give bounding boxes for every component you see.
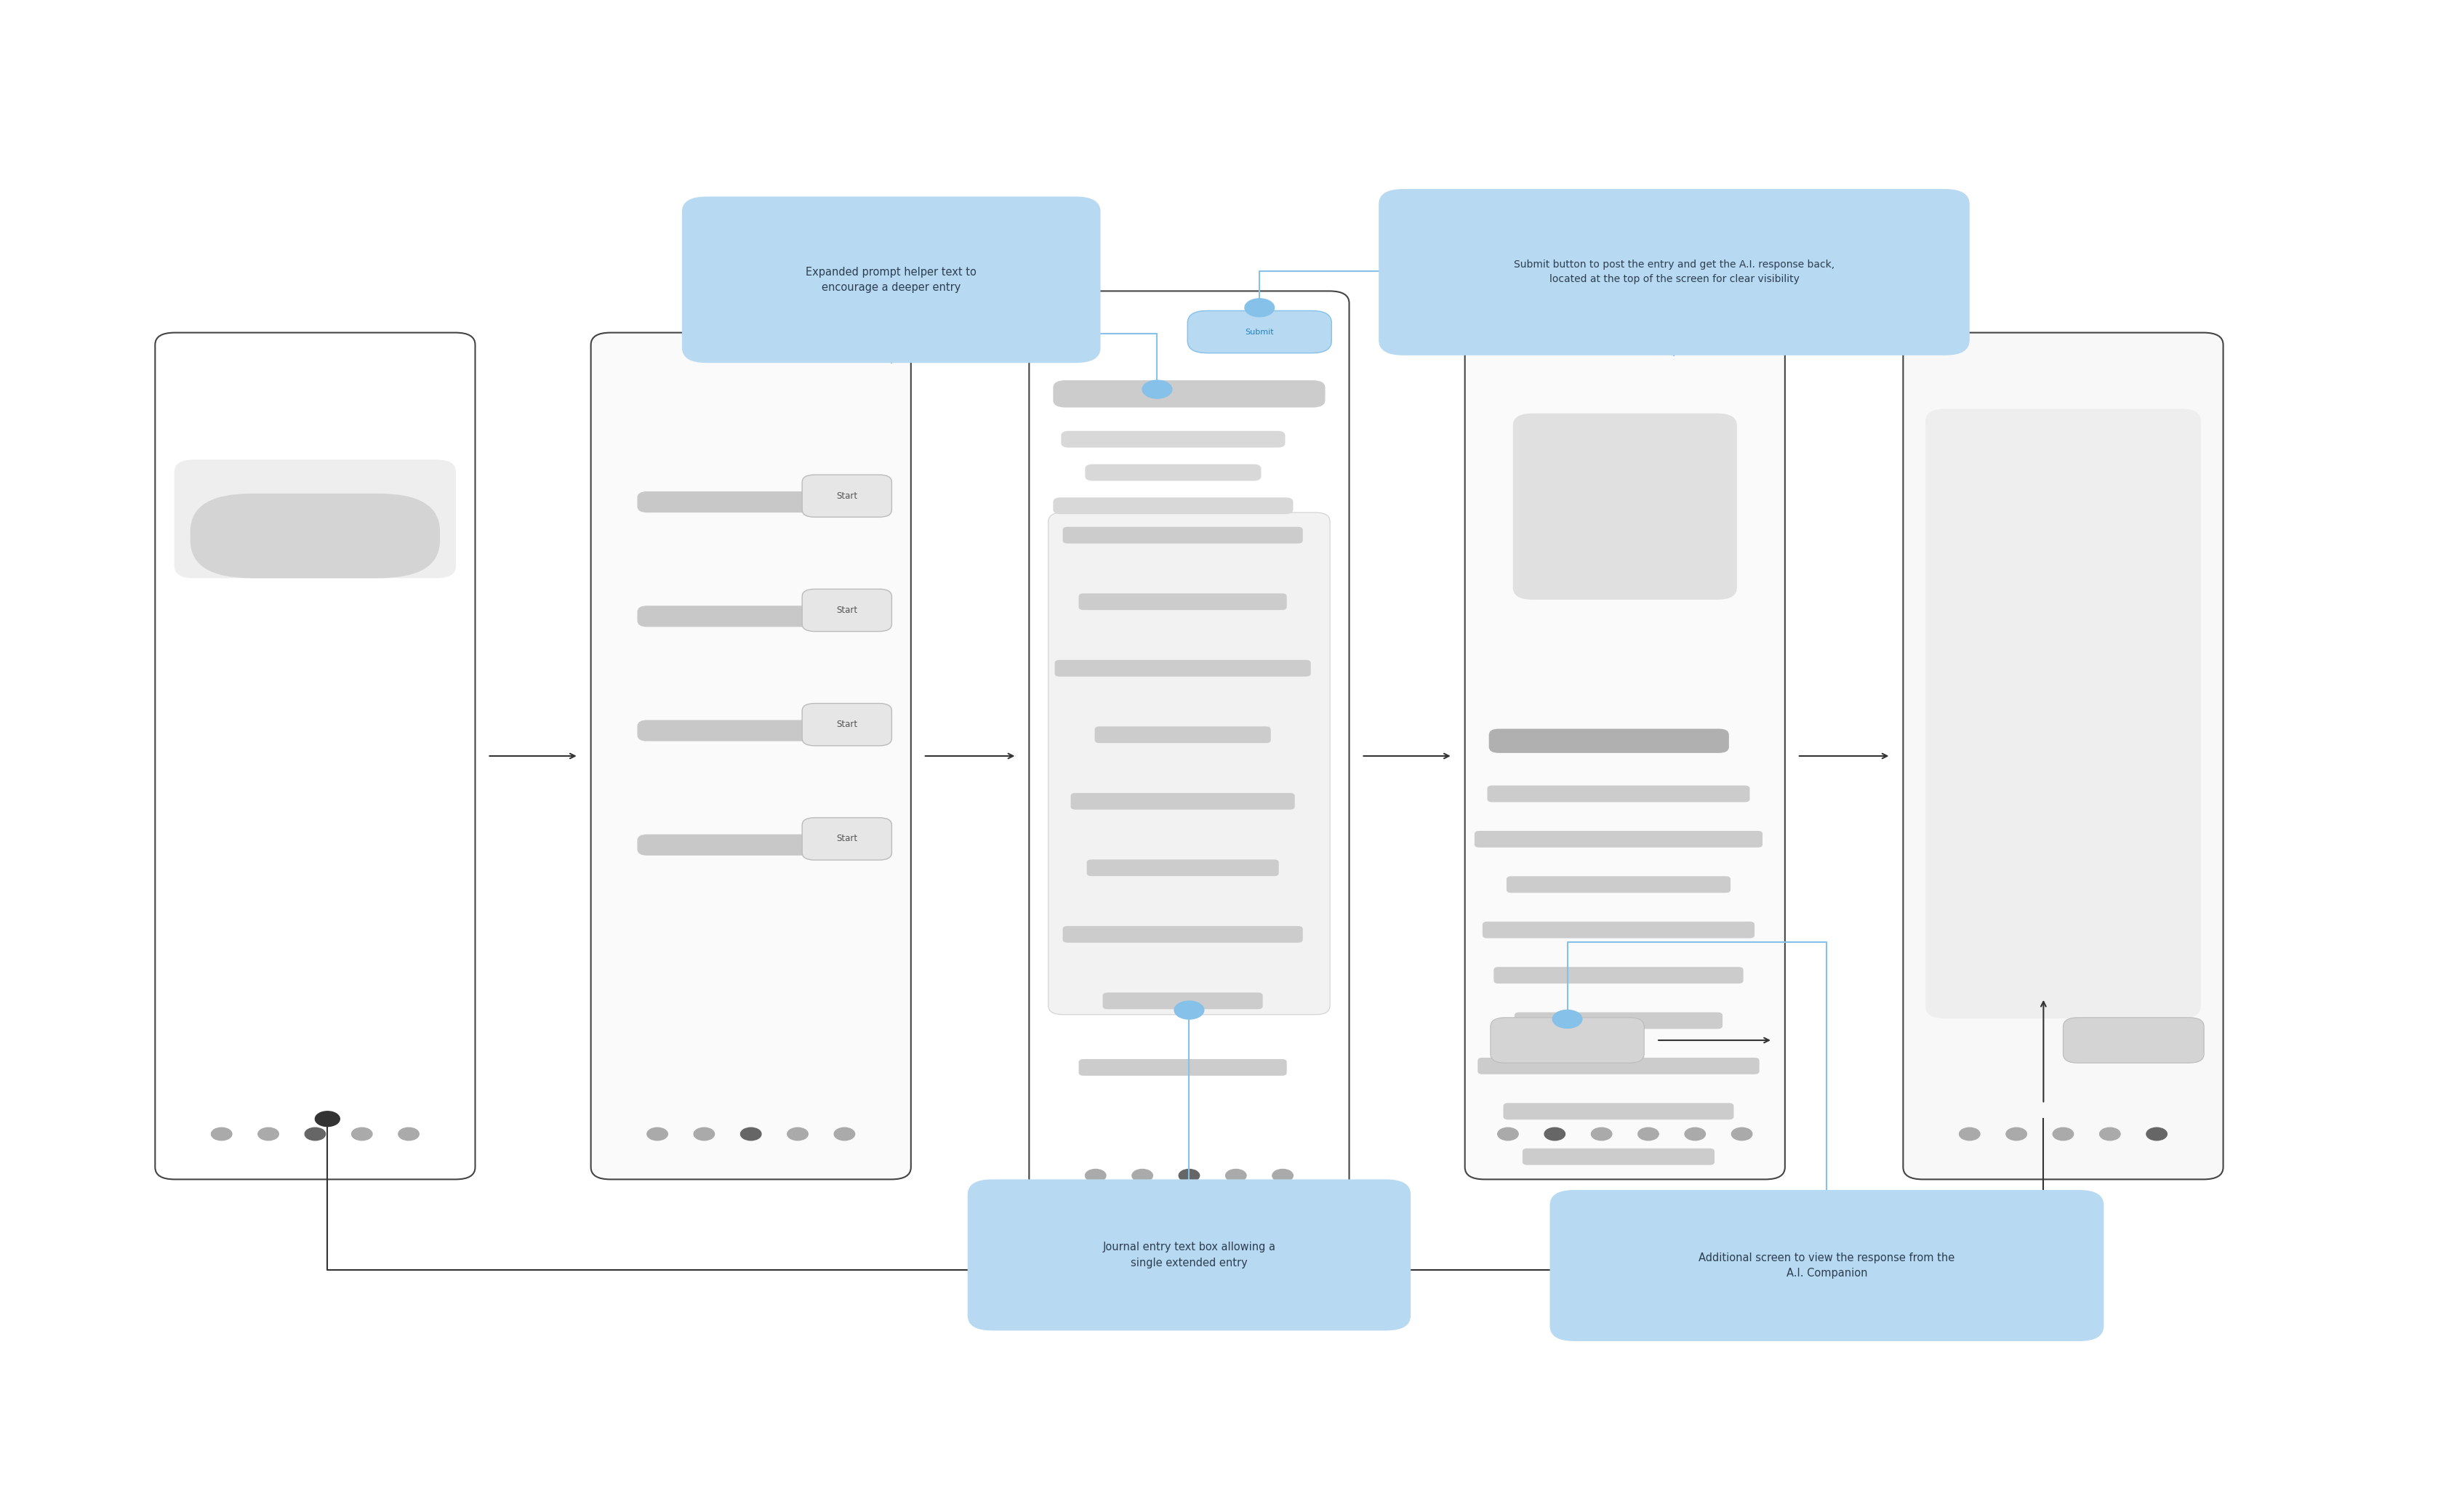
Text: Start: Start bbox=[837, 605, 857, 615]
Circle shape bbox=[1246, 298, 1275, 318]
Circle shape bbox=[1174, 1001, 1204, 1019]
FancyBboxPatch shape bbox=[1490, 1018, 1645, 1063]
FancyBboxPatch shape bbox=[638, 606, 812, 627]
FancyBboxPatch shape bbox=[1494, 968, 1743, 983]
FancyBboxPatch shape bbox=[638, 491, 812, 513]
Circle shape bbox=[694, 1128, 714, 1140]
FancyBboxPatch shape bbox=[1078, 593, 1288, 609]
FancyBboxPatch shape bbox=[175, 460, 455, 578]
Circle shape bbox=[1960, 1128, 1979, 1140]
FancyBboxPatch shape bbox=[803, 703, 891, 745]
Circle shape bbox=[1554, 1010, 1583, 1028]
FancyBboxPatch shape bbox=[1078, 1058, 1288, 1075]
FancyBboxPatch shape bbox=[1086, 464, 1261, 481]
FancyBboxPatch shape bbox=[1482, 921, 1755, 937]
FancyBboxPatch shape bbox=[155, 333, 475, 1179]
FancyBboxPatch shape bbox=[968, 1179, 1411, 1331]
FancyBboxPatch shape bbox=[803, 475, 891, 517]
FancyBboxPatch shape bbox=[1187, 311, 1332, 354]
FancyBboxPatch shape bbox=[1103, 992, 1263, 1009]
FancyBboxPatch shape bbox=[1071, 792, 1295, 809]
FancyBboxPatch shape bbox=[1512, 413, 1736, 600]
FancyBboxPatch shape bbox=[1487, 786, 1750, 801]
Circle shape bbox=[2100, 1128, 2120, 1140]
Circle shape bbox=[1179, 1169, 1199, 1182]
Circle shape bbox=[1142, 380, 1172, 398]
Circle shape bbox=[259, 1128, 278, 1140]
FancyBboxPatch shape bbox=[1504, 1104, 1733, 1119]
Circle shape bbox=[1590, 1128, 1613, 1140]
FancyBboxPatch shape bbox=[1086, 859, 1278, 875]
Circle shape bbox=[2147, 1128, 2167, 1140]
Circle shape bbox=[788, 1128, 808, 1140]
FancyBboxPatch shape bbox=[1064, 526, 1302, 543]
FancyBboxPatch shape bbox=[1064, 925, 1302, 942]
FancyBboxPatch shape bbox=[1054, 380, 1325, 407]
Circle shape bbox=[835, 1128, 854, 1140]
Circle shape bbox=[1273, 1169, 1293, 1182]
Text: Start: Start bbox=[837, 720, 857, 729]
FancyBboxPatch shape bbox=[638, 835, 812, 856]
Text: Additional screen to view the response from the
A.I. Companion: Additional screen to view the response f… bbox=[1699, 1252, 1955, 1279]
Circle shape bbox=[352, 1128, 372, 1140]
FancyBboxPatch shape bbox=[1925, 408, 2201, 1019]
Circle shape bbox=[1226, 1169, 1246, 1182]
FancyBboxPatch shape bbox=[1465, 333, 1785, 1179]
FancyBboxPatch shape bbox=[682, 197, 1101, 363]
FancyBboxPatch shape bbox=[1054, 659, 1310, 676]
FancyBboxPatch shape bbox=[1054, 497, 1293, 514]
Text: Journal entry text box allowing a
single extended entry: Journal entry text box allowing a single… bbox=[1103, 1241, 1275, 1269]
Text: Start: Start bbox=[837, 835, 857, 844]
FancyBboxPatch shape bbox=[1061, 431, 1285, 448]
Circle shape bbox=[1731, 1128, 1753, 1140]
FancyBboxPatch shape bbox=[1514, 1013, 1723, 1028]
Text: Submit: Submit bbox=[1246, 328, 1273, 336]
Text: ←: ← bbox=[1059, 327, 1066, 337]
FancyBboxPatch shape bbox=[803, 590, 891, 632]
Circle shape bbox=[2007, 1128, 2026, 1140]
Circle shape bbox=[1497, 1128, 1519, 1140]
Circle shape bbox=[2053, 1128, 2073, 1140]
FancyBboxPatch shape bbox=[1049, 513, 1329, 1015]
FancyBboxPatch shape bbox=[1379, 189, 1970, 355]
Circle shape bbox=[741, 1128, 761, 1140]
FancyBboxPatch shape bbox=[1522, 1149, 1714, 1164]
FancyBboxPatch shape bbox=[1096, 726, 1270, 742]
Circle shape bbox=[1637, 1128, 1659, 1140]
Text: Submit button to post the entry and get the A.I. response back,
located at the t: Submit button to post the entry and get … bbox=[1514, 260, 1834, 284]
Circle shape bbox=[648, 1128, 667, 1140]
FancyBboxPatch shape bbox=[638, 720, 812, 741]
Circle shape bbox=[1133, 1169, 1152, 1182]
Text: Start: Start bbox=[837, 491, 857, 500]
FancyBboxPatch shape bbox=[2063, 1018, 2203, 1063]
FancyBboxPatch shape bbox=[1029, 290, 1349, 1222]
FancyBboxPatch shape bbox=[1475, 830, 1763, 847]
FancyBboxPatch shape bbox=[1903, 333, 2223, 1179]
FancyBboxPatch shape bbox=[1549, 1190, 2103, 1341]
Circle shape bbox=[1684, 1128, 1706, 1140]
Circle shape bbox=[399, 1128, 419, 1140]
Circle shape bbox=[1544, 1128, 1566, 1140]
FancyBboxPatch shape bbox=[591, 333, 911, 1179]
FancyBboxPatch shape bbox=[190, 493, 441, 578]
FancyBboxPatch shape bbox=[1490, 729, 1728, 753]
FancyBboxPatch shape bbox=[1477, 1058, 1760, 1074]
FancyBboxPatch shape bbox=[803, 818, 891, 860]
Text: Expanded prompt helper text to
encourage a deeper entry: Expanded prompt helper text to encourage… bbox=[805, 266, 977, 293]
Circle shape bbox=[212, 1128, 231, 1140]
Circle shape bbox=[315, 1111, 340, 1126]
FancyBboxPatch shape bbox=[1507, 875, 1731, 892]
Circle shape bbox=[305, 1128, 325, 1140]
Circle shape bbox=[1086, 1169, 1105, 1182]
